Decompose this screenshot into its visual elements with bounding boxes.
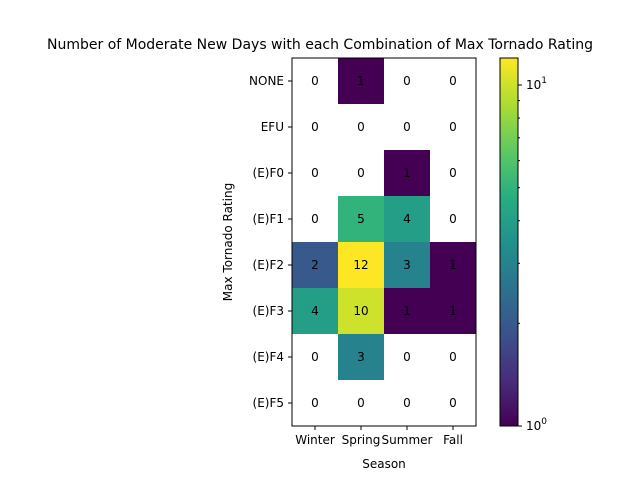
heatmap-cell	[292, 242, 338, 288]
cell-value-label: 2	[311, 258, 319, 272]
x-tick-label: Summer	[382, 433, 433, 447]
heatmap-cell	[384, 196, 430, 242]
heatmap-cell	[292, 288, 338, 334]
heatmap-cell	[338, 242, 384, 288]
cell-value-label: 1	[449, 258, 457, 272]
x-tick-label: Fall	[443, 433, 463, 447]
cell-value-label: 1	[403, 304, 411, 318]
cell-value-label: 0	[357, 396, 365, 410]
cell-value-label: 0	[449, 74, 457, 88]
cell-value-label: 0	[403, 74, 411, 88]
cell-value-label: 10	[353, 304, 368, 318]
cell-value-label: 0	[449, 350, 457, 364]
cell-value-label: 12	[353, 258, 368, 272]
x-tick-label: Winter	[295, 433, 335, 447]
colorbar-gradient	[499, 57, 519, 427]
cell-value-label: 1	[357, 74, 365, 88]
colorbar-ticks: 100 101	[518, 76, 547, 433]
cell-value-label: 0	[311, 166, 319, 180]
cell-value-label: 4	[403, 212, 411, 226]
cell-value-label: 0	[449, 396, 457, 410]
cell-value-label: 0	[449, 120, 457, 134]
chart-title: Number of Moderate New Days with each Co…	[47, 37, 593, 53]
y-tick-label: (E)F2	[253, 258, 284, 272]
y-tick-label: (E)F3	[253, 304, 284, 318]
x-axis-label: Season	[362, 457, 406, 471]
heatmap-cell	[384, 288, 430, 334]
cell-value-label: 0	[403, 396, 411, 410]
cell-value-label: 0	[311, 396, 319, 410]
heatmap-cell	[430, 288, 476, 334]
y-tick-label: NONE	[249, 74, 284, 88]
cell-value-label: 0	[311, 350, 319, 364]
cell-value-label: 1	[449, 304, 457, 318]
cell-value-label: 0	[403, 350, 411, 364]
x-axis-ticks: Winter Spring Summer Fall	[295, 426, 463, 447]
heatmap-cell	[384, 150, 430, 196]
cell-value-label: 1	[403, 166, 411, 180]
cell-value-label: 5	[357, 212, 365, 226]
cell-value-label: 0	[311, 74, 319, 88]
heatmap-cell	[384, 242, 430, 288]
y-tick-label: (E)F0	[253, 166, 284, 180]
cell-value-label: 3	[357, 350, 365, 364]
colorbar-tick-label: 101	[526, 76, 547, 92]
y-tick-label: (E)F1	[253, 212, 284, 226]
heatmap-cell	[430, 242, 476, 288]
y-axis-ticks: NONE EFU (E)F0 (E)F1 (E)F2 (E)F3 (E)F4 (E)F5	[249, 74, 292, 410]
y-tick-label: (E)F4	[253, 350, 284, 364]
colorbar-tick-label: 100	[526, 417, 547, 433]
cell-value-label: 0	[311, 120, 319, 134]
heatmap-cells	[292, 58, 476, 380]
cell-value-label: 0	[311, 212, 319, 226]
cell-value-label: 4	[311, 304, 319, 318]
heatmap-cell	[338, 196, 384, 242]
y-tick-label: (E)F5	[253, 396, 284, 410]
plot-frame	[291, 57, 477, 427]
y-axis-label: Max Tornado Rating	[221, 183, 235, 301]
x-tick-label: Spring	[342, 433, 381, 447]
colorbar: 100 101	[499, 57, 547, 433]
cell-value-label: 3	[403, 258, 411, 272]
cell-value-label: 0	[449, 166, 457, 180]
cell-value-label: 0	[357, 120, 365, 134]
heatmap-cell	[338, 288, 384, 334]
cell-value-label: 0	[403, 120, 411, 134]
heatmap-cell	[338, 58, 384, 104]
cell-value-label: 0	[357, 166, 365, 180]
heatmap-cell-labels: 0 1 0 00 0 0 00 0 1 00 5 4 02 12 3 14 10 1 10 3 0 00 0 0 0	[311, 74, 457, 410]
cell-value-label: 0	[449, 212, 457, 226]
heatmap-cell	[338, 334, 384, 380]
y-tick-label: EFU	[261, 120, 284, 134]
